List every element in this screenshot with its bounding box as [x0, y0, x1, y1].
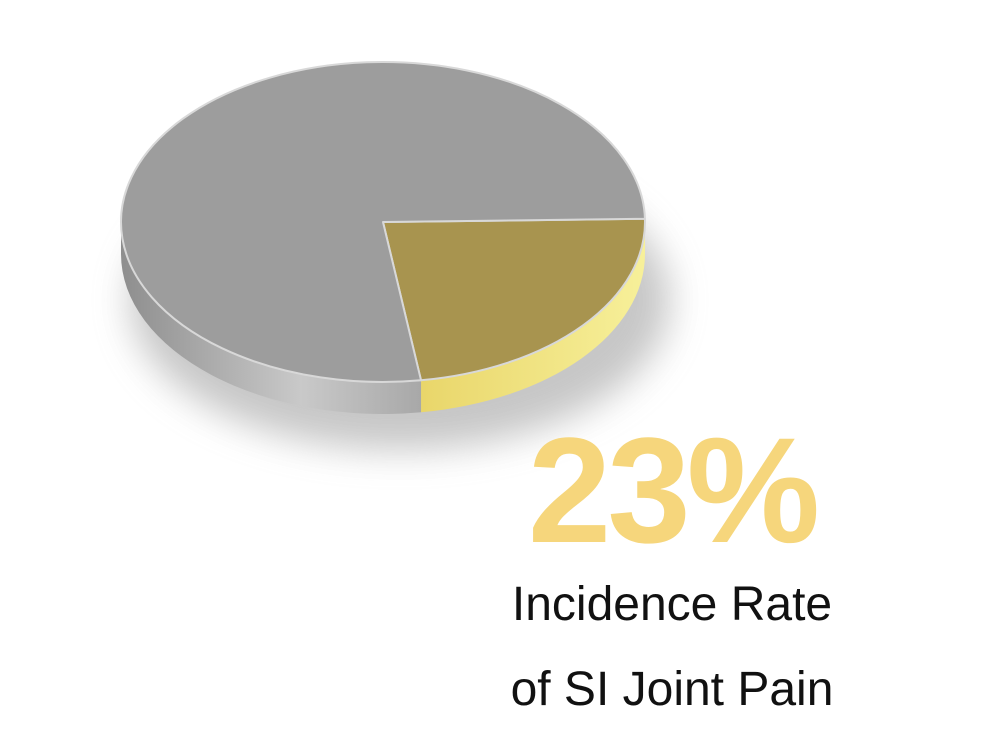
title-line: Incidence Rate [512, 578, 832, 631]
slice [382, 217, 646, 382]
value-label: 23% [528, 406, 817, 574]
pie [120, 61, 646, 415]
slice-side [121, 222, 422, 415]
slice [120, 61, 646, 383]
title-line: of SI Joint Pain [511, 663, 834, 716]
slice-side [421, 222, 645, 413]
